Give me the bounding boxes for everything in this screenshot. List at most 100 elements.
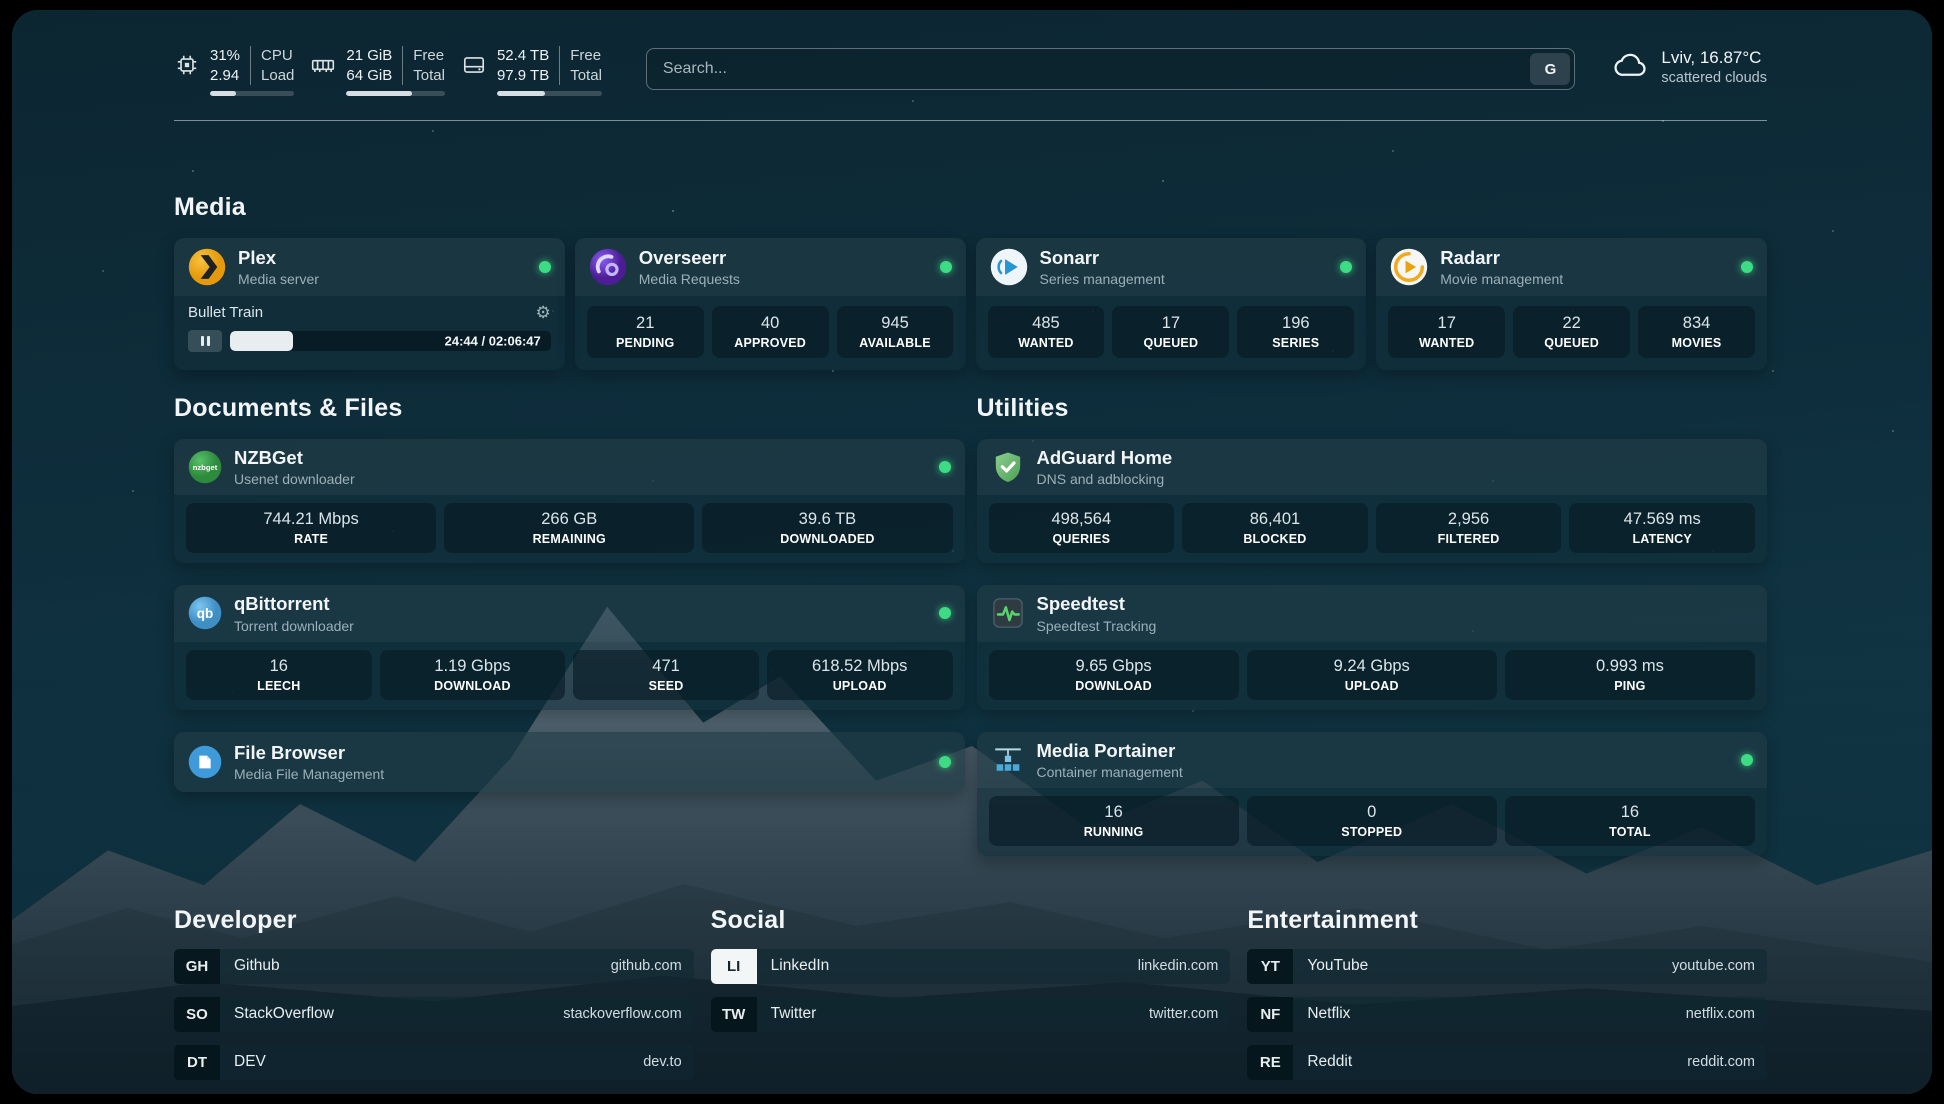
memory-widget: 21 GiB Free 64 GiB Total [310,46,445,96]
plex-icon [188,248,226,286]
github-icon: GH [174,948,220,984]
section-title-entertainment: Entertainment [1247,905,1419,934]
plex-name: Plex [238,247,277,268]
nzbget-desc: Usenet downloader [234,471,355,488]
qbittorrent-desc: Torrent downloader [234,617,354,634]
qbittorrent-icon: qb [188,596,222,630]
top-bar: 31% CPU 2.94 Load 21 [174,10,1767,96]
stat-wanted: 485 WANTED [987,306,1105,359]
disk-free-value: 52.4 TB [496,47,550,64]
cpu-load-label: Load [250,65,294,85]
stat-series: 196 SERIES [1237,306,1355,359]
bookmark-twitter[interactable]: TW Twitter twitter.com [710,996,1231,1032]
settings-gear-icon[interactable]: ⚙ [535,303,551,323]
memory-free-label: Free [402,46,445,66]
sonarr-icon [990,248,1028,286]
stat-upload: 9.24 Gbps UPLOAD [1246,649,1497,700]
sonarr-status-dot [1340,261,1353,274]
stat-queued: 17 QUEUED [1112,306,1230,359]
disk-free-label: Free [559,46,602,66]
service-card-portainer[interactable]: Media Portainer Container management 16 R… [976,731,1767,856]
media-grid: Plex Media server Bullet Train ⚙ [174,238,1767,371]
plex-card-header: Plex Media server [174,238,565,297]
dashboard-content: 31% CPU 2.94 Load 21 [12,10,1932,1094]
sonarr-desc: Series management [1039,271,1165,288]
service-card-nzbget[interactable]: nzbget NZBGet Usenet downloader 744.21 M… [174,439,965,564]
stat-total: 16 TOTAL [1504,795,1755,846]
speedtest-icon [991,596,1025,630]
bookmark-stackoverflow[interactable]: SO StackOverflow stackoverflow.com [174,996,694,1032]
stat-queued: 22 QUEUED [1513,306,1631,359]
radarr-name: Radarr [1440,247,1500,268]
service-card-overseerr[interactable]: Overseerr Media Requests 21 PENDING 40 APP… [574,238,966,371]
radarr-icon [1390,248,1428,286]
bookmark-linkedin[interactable]: LI LinkedIn linkedin.com [710,948,1231,984]
cpu-icon [174,52,200,83]
memory-free-value: 21 GiB [346,47,393,64]
speedtest-name: Speedtest [1036,593,1125,615]
bookmark-netflix[interactable]: NF Netflix netflix.com [1247,996,1767,1032]
stat-blocked: 86,401 BLOCKED [1182,503,1368,554]
section-title-utilities: Utilities [976,394,1069,423]
section-utilities: Utilities [976,394,1767,856]
bookmark-reddit[interactable]: RE Reddit reddit.com [1247,1044,1767,1080]
youtube-icon: YT [1247,948,1294,984]
weather-condition: scattered clouds [1661,70,1767,86]
stat-download: 1.19 Gbps DOWNLOAD [379,649,566,700]
stat-movies: 834 MOVIES [1638,306,1755,359]
service-card-adguard[interactable]: AdGuard Home DNS and adblocking 498,564 Q… [976,439,1767,564]
speedtest-desc: Speedtest Tracking [1036,617,1157,634]
qbittorrent-name: qBittorrent [234,593,330,615]
memory-total-value: 64 GiB [346,66,393,84]
bookmark-dev[interactable]: DT DEV dev.to [174,1044,694,1080]
plex-now-playing: Bullet Train ⚙ 24:44 / 02:06:47 [174,296,565,364]
section-documents: Documents & Files nzbget [174,394,965,856]
disk-icon [461,52,487,83]
stat-seed: 471 SEED [573,649,759,700]
search-engine-button[interactable]: G [1530,53,1571,85]
stat-download: 9.65 Gbps DOWNLOAD [988,649,1239,700]
portainer-name: Media Portainer [1036,739,1176,761]
section-title-media: Media [174,193,246,221]
stackoverflow-icon: SO [174,996,220,1032]
pause-button[interactable] [188,330,222,353]
linkedin-icon: LI [710,948,757,984]
section-title-social: Social [710,905,786,934]
section-title-developer: Developer [174,905,297,934]
playback-time: 24:44 / 02:06:47 [444,333,541,349]
section-title-documents: Documents & Files [174,394,403,423]
disk-total-label: Total [559,65,602,85]
cpu-usage-value: 31% [210,47,241,64]
topbar-divider [174,120,1767,121]
service-card-radarr[interactable]: Radarr Movie management 17 WANTED 22 QUEUE… [1376,238,1767,371]
weather-widget: Lviv, 16.87°C scattered clouds [1613,48,1767,86]
memory-total-label: Total [402,65,445,85]
disk-total-value: 97.9 TB [496,66,550,84]
plex-desc: Media server [238,271,319,288]
section-developer: Developer GH Github github.com SO StackO… [174,906,694,1080]
bookmark-youtube[interactable]: YT YouTube youtube.com [1247,948,1767,984]
radarr-desc: Movie management [1440,271,1564,288]
stat-rate: 744.21 Mbps RATE [186,503,437,554]
section-entertainment: Entertainment YT YouTube youtube.com NF … [1247,906,1767,1080]
bookmark-github[interactable]: GH Github github.com [174,948,694,984]
nzbget-status-dot [938,461,951,474]
service-card-filebrowser[interactable]: File Browser Media File Management [174,731,965,792]
stat-downloaded: 39.6 TB DOWNLOADED [702,503,953,554]
stat-available: 945 AVAILABLE [836,306,954,359]
weather-location: Lviv, 16.87°C [1661,48,1762,67]
cpu-progress-bar [210,91,295,96]
stat-upload: 618.52 Mbps UPLOAD [766,649,953,700]
disk-progress-bar [496,91,602,96]
twitter-icon: TW [710,996,757,1032]
playback-progress-bar[interactable]: 24:44 / 02:06:47 [230,331,551,352]
search-input[interactable] [645,48,1576,90]
stat-approved: 40 APPROVED [711,306,829,359]
cpu-label: CPU [250,46,294,66]
service-card-plex[interactable]: Plex Media server Bullet Train ⚙ [174,238,565,371]
service-card-speedtest[interactable]: Speedtest Speedtest Tracking 9.65 Gbps DO… [976,585,1767,710]
nzbget-name: NZBGet [234,447,303,469]
service-card-qbittorrent[interactable]: qb qBittorrent Torrent downloader 16 LEEC… [174,585,965,710]
service-card-sonarr[interactable]: Sonarr Series management 485 WANTED 17 QUE… [975,238,1367,371]
adguard-desc: DNS and adblocking [1036,471,1165,488]
